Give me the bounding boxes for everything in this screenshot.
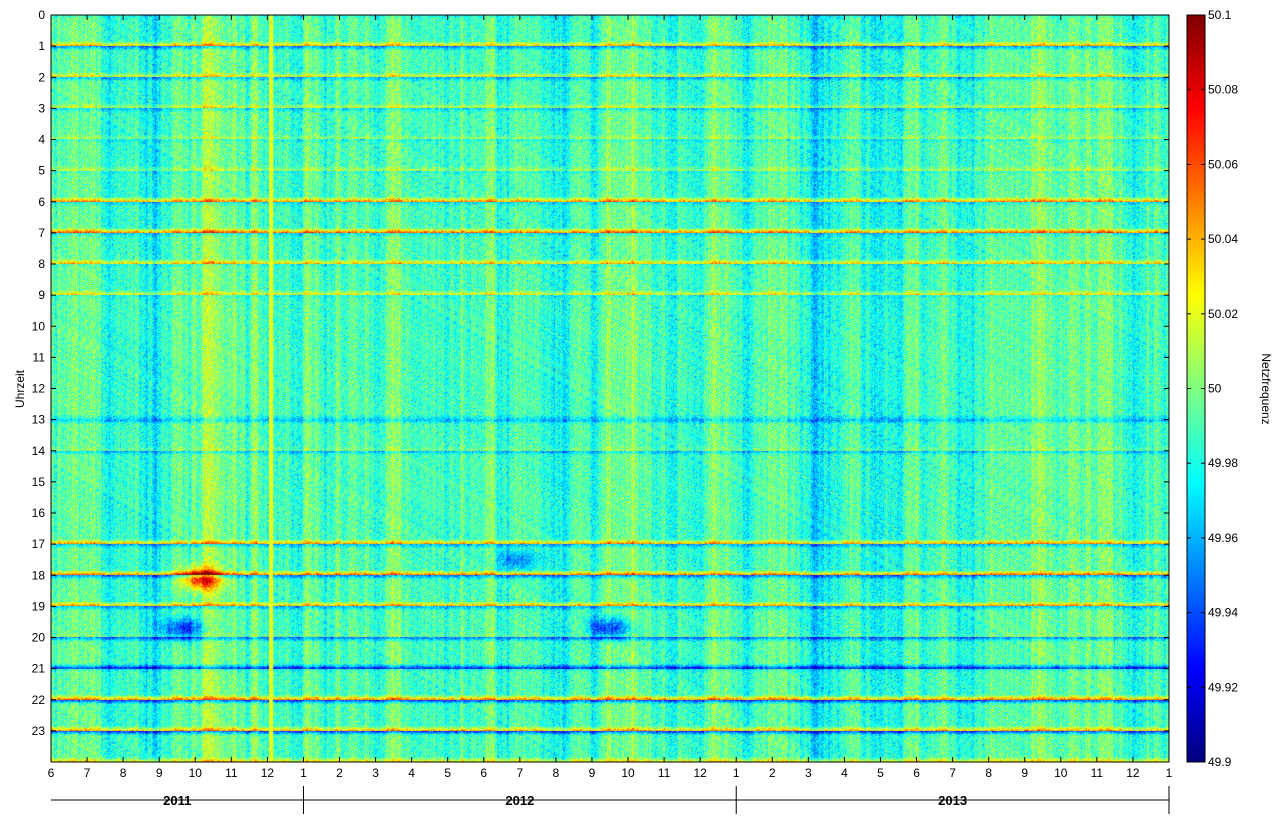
y-tick-label: 14	[32, 444, 46, 458]
y-tick-label: 13	[32, 413, 46, 427]
x-tick-label: 7	[84, 766, 91, 780]
colorbar-tick-label: 49.96	[1208, 531, 1238, 545]
y-tick-label: 9	[38, 288, 45, 302]
y-tick-label: 20	[32, 631, 46, 645]
colorbar-tick-label: 50.06	[1208, 157, 1238, 171]
year-axis: 2011 2012 2013	[51, 786, 1170, 814]
x-axis: 6 7 8 9 10 11 12 1 2 3 4 5 6 7 8 9 10 11 12 1 2 3 4 5 6 7 8 9 10 11 12…	[48, 15, 1173, 780]
y-tick-label: 17	[32, 537, 46, 551]
x-tick-label: 7	[516, 766, 523, 780]
year-label: 2013	[938, 793, 967, 808]
colorbar-label: Netzfrequenz	[1259, 353, 1273, 424]
x-tick-label: 9	[589, 766, 596, 780]
y-tick-label: 6	[38, 195, 45, 209]
x-tick-label: 1	[1166, 766, 1173, 780]
x-tick-label: 3	[805, 766, 812, 780]
x-tick-label: 1	[733, 766, 740, 780]
colorbar-ticks: 50.1 50.08 50.06 50.04 50.02 50 49.98 49.96 49.9…	[1187, 8, 1238, 769]
colorbar-tick-label: 49.9	[1208, 755, 1232, 769]
x-tick-label: 8	[553, 766, 560, 780]
x-tick-label: 12	[693, 766, 707, 780]
heatmap-plot-area	[50, 14, 1170, 763]
x-tick-label: 4	[841, 766, 848, 780]
y-tick-label: 2	[38, 70, 45, 84]
colorbar-tick-label: 50.1	[1208, 8, 1232, 22]
y-tick-label: 10	[32, 319, 46, 333]
x-tick-label: 11	[225, 766, 238, 780]
y-tick-label: 1	[38, 39, 45, 53]
x-tick-label: 12	[261, 766, 275, 780]
x-tick-label: 6	[913, 766, 920, 780]
y-tick-label: 7	[38, 226, 45, 240]
x-tick-label: 6	[48, 766, 55, 780]
colorbar-tick-label: 50.02	[1208, 307, 1238, 321]
y-tick-label: 18	[32, 568, 46, 582]
heatmap-image	[51, 15, 1169, 762]
x-tick-label: 10	[1054, 766, 1068, 780]
y-tick-label: 16	[32, 506, 46, 520]
year-label: 2012	[505, 793, 534, 808]
x-tick-label: 11	[1091, 766, 1104, 780]
x-tick-label: 4	[408, 766, 415, 780]
x-tick-label: 3	[372, 766, 379, 780]
y-tick-label: 19	[32, 599, 46, 613]
x-tick-label: 8	[985, 766, 992, 780]
y-tick-label: 4	[38, 133, 45, 147]
y-tick-label: 3	[38, 101, 45, 115]
x-tick-label: 9	[156, 766, 163, 780]
colorbar-tick-label: 50	[1208, 382, 1222, 396]
x-tick-label: 10	[189, 766, 203, 780]
x-tick-label: 5	[877, 766, 884, 780]
y-tick-label: 8	[38, 257, 45, 271]
x-tick-label: 11	[658, 766, 671, 780]
x-tick-label: 5	[444, 766, 451, 780]
x-tick-label: 6	[480, 766, 487, 780]
colorbar-tick-label: 49.94	[1208, 606, 1238, 620]
x-tick-label: 8	[120, 766, 127, 780]
year-label: 2011	[163, 793, 191, 808]
colorbar-tick-label: 50.08	[1208, 83, 1238, 97]
x-tick-label: 1	[300, 766, 307, 780]
x-tick-label: 2	[769, 766, 776, 780]
y-tick-label: 21	[32, 662, 46, 676]
x-tick-label: 12	[1126, 766, 1140, 780]
colorbar-tick-label: 49.92	[1208, 680, 1238, 694]
y-tick-label: 12	[32, 382, 46, 396]
y-axis-label: Uhrzeit	[13, 369, 27, 408]
x-tick-label: 7	[949, 766, 956, 780]
x-tick-label: 2	[336, 766, 343, 780]
colorbar-tick-label: 49.98	[1208, 456, 1238, 470]
y-tick-label: 15	[32, 475, 46, 489]
x-tick-label: 10	[621, 766, 635, 780]
x-tick-label: 9	[1021, 766, 1028, 780]
y-tick-label: 5	[38, 164, 45, 178]
colorbar-tick-label: 50.04	[1208, 232, 1238, 246]
y-tick-label: 0	[38, 8, 45, 22]
y-tick-label: 11	[33, 350, 46, 364]
y-tick-label: 22	[32, 693, 46, 707]
y-tick-label: 23	[32, 724, 46, 738]
